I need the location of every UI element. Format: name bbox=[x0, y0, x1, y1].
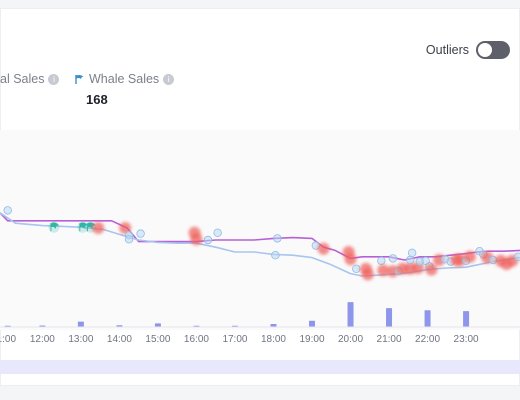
outliers-switch[interactable] bbox=[476, 41, 510, 59]
whale-sales-label: Whale Sales bbox=[89, 72, 160, 86]
sale-point-13 bbox=[271, 250, 280, 260]
sale-point-22 bbox=[377, 256, 386, 265]
sale-point-0 bbox=[3, 206, 12, 215]
sale-point-8 bbox=[136, 229, 145, 238]
whale-sales-stat: Whale Sales i bbox=[75, 72, 175, 86]
whale-sales-value: 168 bbox=[86, 92, 108, 107]
sale-point-30 bbox=[407, 248, 417, 257]
info-icon[interactable]: i bbox=[48, 73, 60, 85]
floor-price-line bbox=[0, 212, 520, 277]
x-tick-label: 20:00 bbox=[338, 334, 363, 345]
x-tick-label: 17:00 bbox=[222, 334, 247, 345]
volume-bar-12 bbox=[463, 311, 470, 327]
whale-flag-icon bbox=[50, 222, 59, 232]
sale-point-outlier-42 bbox=[463, 250, 476, 263]
volume-bar-2 bbox=[77, 321, 84, 327]
sales-points bbox=[3, 206, 520, 281]
whale-flag-icon bbox=[75, 74, 84, 84]
plot-area bbox=[0, 130, 520, 330]
x-tick-label: 19:00 bbox=[299, 334, 324, 345]
x-tick-label: 14:00 bbox=[107, 334, 132, 345]
x-tick-label: 23:00 bbox=[454, 334, 479, 345]
outliers-switch-knob bbox=[478, 43, 492, 57]
sale-point-11 bbox=[203, 235, 213, 245]
whale-sale-point-2 bbox=[77, 221, 89, 233]
whale-flag-icon bbox=[79, 222, 88, 232]
sale-point-outlier-23 bbox=[377, 264, 390, 277]
x-tick-label: 22:00 bbox=[415, 334, 440, 345]
x-tick-label: 16:00 bbox=[184, 334, 209, 345]
sale-point-outlier-21 bbox=[361, 268, 374, 281]
sale-point-outlier-10 bbox=[190, 233, 203, 246]
volume-bar-10 bbox=[386, 308, 393, 327]
sale-point-19 bbox=[352, 264, 361, 273]
sale-point-50 bbox=[513, 252, 520, 261]
total-sales-label: al Sales bbox=[0, 72, 45, 86]
x-axis: 11:00 12:00 13:00 14:00 15:00 16:00 17:00 18:00… bbox=[0, 334, 479, 345]
x-tick-label: 11:00 bbox=[0, 334, 16, 345]
sale-point-12 bbox=[213, 228, 222, 237]
sale-point-outlier-18 bbox=[344, 253, 357, 266]
x-tick-label: 13:00 bbox=[68, 334, 93, 345]
x-tick-label: 15:00 bbox=[145, 334, 170, 345]
volume-bar-8 bbox=[309, 320, 315, 327]
total-sales-stat: al Sales i bbox=[0, 72, 60, 86]
volume-bar-11 bbox=[424, 310, 431, 327]
info-icon[interactable]: i bbox=[163, 73, 175, 85]
outliers-label: Outliers bbox=[425, 43, 469, 57]
sale-point-25 bbox=[388, 254, 398, 263]
volume-bar-9 bbox=[347, 302, 354, 327]
sale-point-29 bbox=[406, 255, 415, 265]
outliers-toggle-group: Outliers bbox=[426, 41, 510, 59]
sale-point-outlier-4 bbox=[92, 222, 105, 234]
sale-point-7 bbox=[124, 234, 134, 244]
x-tick-label: 21:00 bbox=[377, 334, 402, 345]
timeline-scrollbar[interactable] bbox=[0, 360, 520, 374]
sale-point-outlier-5 bbox=[119, 222, 132, 234]
whale-flag-icon bbox=[87, 222, 96, 232]
price-lines bbox=[0, 212, 520, 277]
volume-bars bbox=[0, 302, 520, 328]
volume-bar-7 bbox=[270, 324, 277, 327]
whale-sale-point-1 bbox=[48, 221, 60, 233]
x-tick-label: 12:00 bbox=[30, 334, 55, 345]
volume-bar-4 bbox=[154, 323, 161, 327]
x-tick-label: 18:00 bbox=[261, 334, 286, 345]
sale-point-outlier-16 bbox=[317, 242, 330, 255]
sale-point-14 bbox=[273, 234, 282, 243]
sale-point-outlier-35 bbox=[425, 263, 438, 276]
